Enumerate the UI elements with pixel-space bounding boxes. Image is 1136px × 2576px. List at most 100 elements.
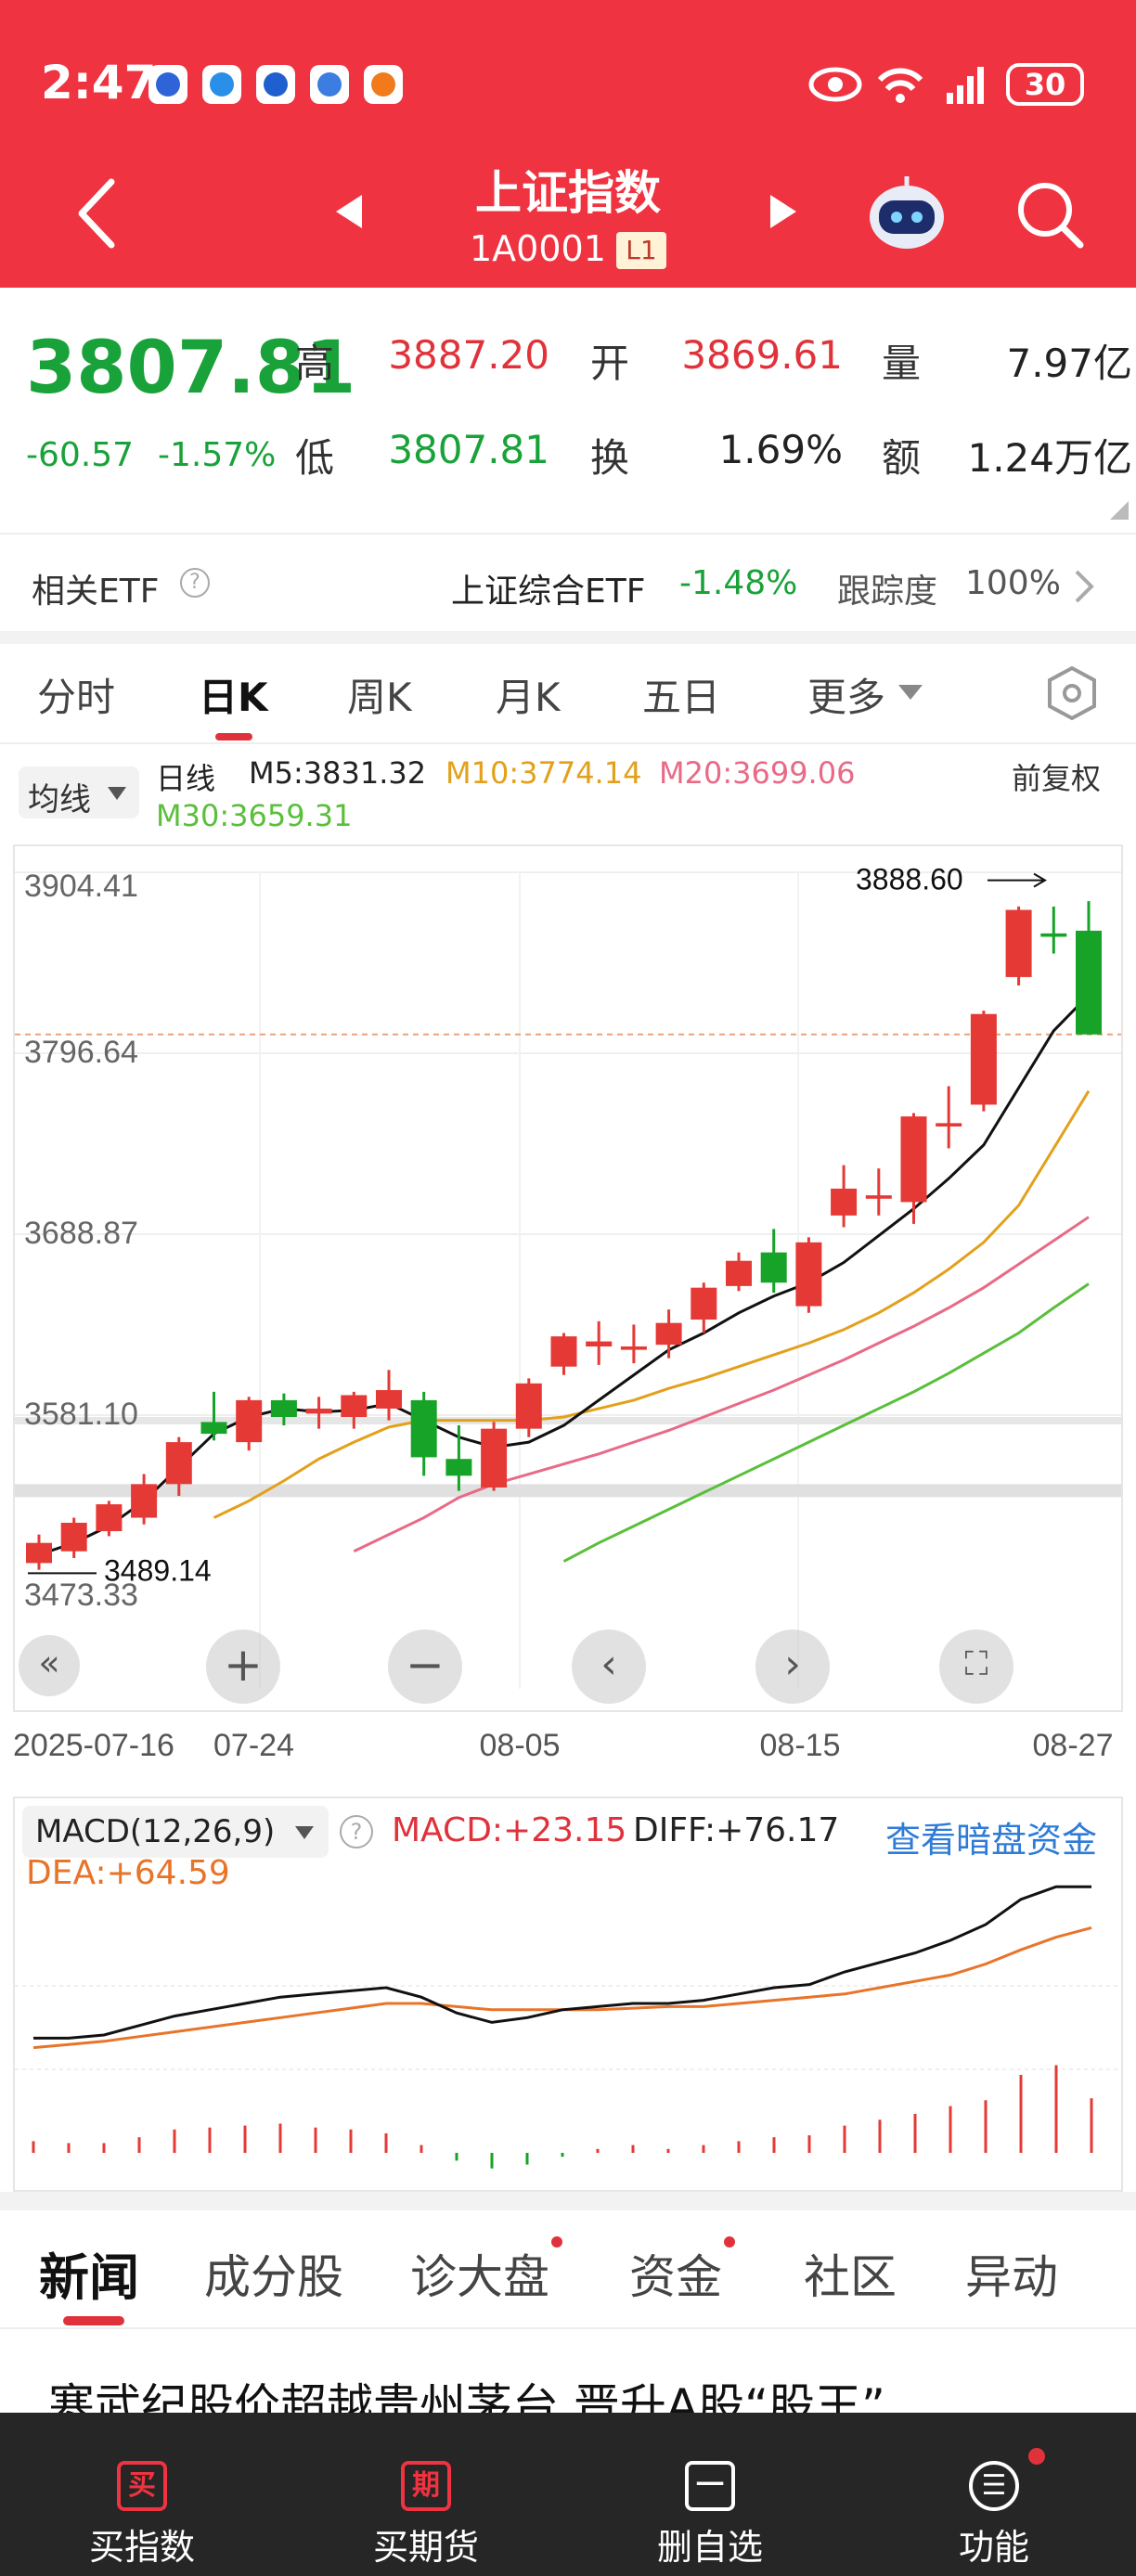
candle-body [586,1341,613,1346]
low-value: 3807.81 [388,427,549,472]
zoom-in-button[interactable]: + [206,1629,280,1704]
diff-line [33,1885,1091,2040]
help-icon[interactable]: ? [180,568,210,598]
new-dot [724,2236,735,2248]
price-change-pct: -1.57% [158,436,277,474]
candle-body [200,1422,227,1435]
divider [0,2327,1136,2329]
related-etf-row[interactable]: 相关ETF ? 上证综合ETF -1.48% 跟踪度 100% [0,538,1136,631]
buy-icon: 买 [117,2461,167,2511]
buy-futures-button[interactable]: 期 买期货 [284,2413,568,2576]
tab-funds[interactable]: 资金 [629,2250,722,2304]
app-header: 2:47 30 上证指数 1A0001 L1 [0,0,1136,288]
expand-corner-icon[interactable] [1110,501,1129,520]
browser-app-icon [256,65,295,104]
candle-body [96,1504,123,1532]
candle-body [655,1322,682,1346]
candle-body [376,1390,402,1409]
chevron-right-icon [1075,570,1094,603]
kline-chart[interactable]: 3904.41 3796.64 3688.87 3581.10 3473.33 3888.… [0,835,1136,1800]
minus-box-icon: 一 [685,2461,735,2511]
y-tick-label: 3581.10 [24,1397,138,1432]
candle-body [131,1484,158,1518]
section-gap [0,631,1136,644]
dark-pool-link[interactable]: 查看暗盘资金 [885,1820,1098,1861]
macd-selector[interactable]: MACD(12,26,9) [22,1806,329,1858]
high-value: 3887.20 [388,332,549,378]
macd-chart [15,1885,1121,2169]
fullscreen-button[interactable]: ⛶ [939,1629,1013,1704]
tab-constituents[interactable]: 成分股 [204,2250,343,2304]
tab-intraday[interactable]: 分时 [37,675,116,720]
buy-index-button[interactable]: 买 买指数 [0,2413,284,2576]
tab-five-day[interactable]: 五日 [642,675,721,720]
tab-community[interactable]: 社区 [804,2250,897,2304]
next-index-icon[interactable] [767,193,798,230]
tracking-label: 跟踪度 [837,573,938,611]
tab-more[interactable]: 更多 [807,675,886,720]
candle-body [410,1399,437,1458]
ma-line-label: 日线 [156,761,216,796]
etf-name: 上证综合ETF [451,573,646,611]
remove-watchlist-button[interactable]: 一 删自选 [568,2413,852,2576]
candle-body [1005,909,1032,977]
candle-body [515,1383,542,1429]
zoom-out-button[interactable]: − [388,1629,462,1704]
functions-button[interactable]: ☰ 功能 [852,2413,1136,2576]
y-tick-label: 3796.64 [24,1035,138,1070]
tab-weekly-k[interactable]: 周K [347,675,412,720]
robot-assistant-icon[interactable] [865,173,949,256]
status-time: 2:47 [41,56,157,109]
notification-app-icon [148,65,187,104]
ma30-line [562,1282,1090,1563]
divider [0,742,1136,744]
max-price-label: 3888.60 [856,863,963,896]
section-gap [0,2192,1136,2210]
ma20-value: M20:3699.06 [659,755,856,791]
tab-news[interactable]: 新闻 [39,2248,139,2307]
y-tick-label: 3473.33 [24,1578,138,1613]
candle-body [341,1395,368,1417]
tab-anomaly[interactable]: 异动 [965,2250,1058,2304]
ma-selector[interactable]: 均线 [19,766,139,818]
settings-hexagon-icon[interactable] [1043,664,1101,722]
level-badge: L1 [616,232,666,269]
rewind-button[interactable]: « [19,1635,80,1696]
ma5-line [38,994,1091,1556]
turnover-label: 换 [590,435,630,481]
message-app-icon [202,65,241,104]
back-arrow-icon[interactable] [74,176,121,251]
y-tick-label: 3904.41 [24,869,138,904]
news-headline[interactable]: 寒武纪股价超越贵州茅台 晋升A股“股王” [48,2379,885,2415]
open-label: 开 [590,341,630,386]
tab-daily-k[interactable]: 日K [199,675,268,720]
ma-selector-label: 均线 [28,781,91,818]
macd-frame[interactable] [13,1797,1123,2192]
x-tick-label: 2025-07-16 [13,1728,174,1763]
dea-value: DEA:+64.59 [26,1854,230,1892]
max-arrow-head [1033,872,1047,888]
remove-watchlist-label: 删自选 [656,2527,763,2568]
ma10-line [213,1089,1091,1519]
tab-diagnosis[interactable]: 诊大盘 [410,2250,549,2304]
etf-change: -1.48% [679,564,798,602]
prev-index-icon[interactable] [334,193,366,230]
help-icon[interactable]: ? [340,1815,373,1848]
divider [0,533,1136,535]
candle-body [970,1013,997,1105]
highlight-band [15,1484,1121,1498]
scroll-left-button[interactable]: ‹ [572,1629,646,1704]
search-icon[interactable] [1013,178,1088,252]
tab-monthly-k[interactable]: 月K [496,675,561,720]
caret-down-icon [295,1826,314,1839]
scroll-right-button[interactable]: › [755,1629,830,1704]
x-tick-label: 07-24 [213,1728,294,1763]
active-news-indicator [63,2316,124,2325]
candle-body [165,1442,192,1485]
amount-label: 额 [882,435,922,481]
adjust-mode[interactable]: 前复权 [1012,761,1102,796]
caret-down-icon [108,787,126,800]
price-change: -60.57 [26,436,135,474]
kline-chart-frame[interactable] [13,844,1123,1712]
high-label: 高 [295,341,335,386]
